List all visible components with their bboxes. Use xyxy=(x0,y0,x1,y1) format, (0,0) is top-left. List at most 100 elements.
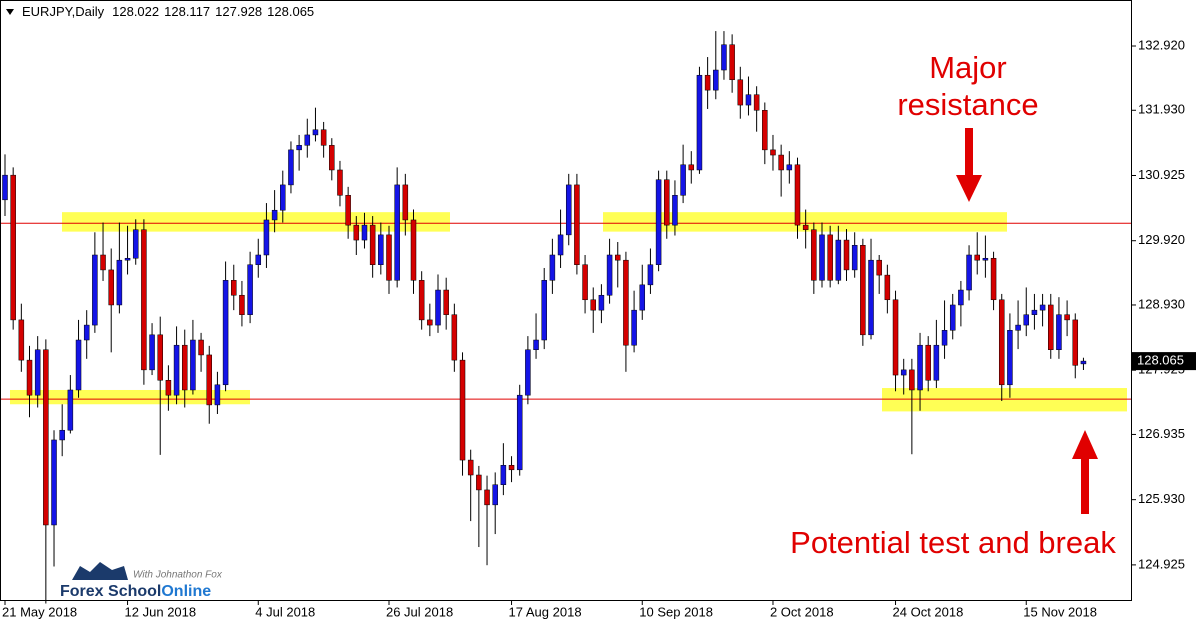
candle-body xyxy=(75,339,82,391)
zone xyxy=(603,212,1007,232)
candle-body xyxy=(565,184,572,236)
candle-body xyxy=(255,254,262,265)
candle-body xyxy=(557,234,564,256)
candle-body xyxy=(459,359,466,461)
y-tick-label: 132.920 xyxy=(1138,37,1185,52)
candle-body xyxy=(378,234,384,265)
candle-body xyxy=(402,184,409,221)
candle-body xyxy=(312,129,319,136)
candle-body xyxy=(1056,314,1062,350)
candle-body xyxy=(541,280,547,341)
candle-body xyxy=(427,319,433,326)
candle-body xyxy=(876,259,882,276)
candle-body xyxy=(67,389,74,431)
candle-body xyxy=(108,269,114,306)
low-value: 127.928 xyxy=(215,4,262,19)
candle-body xyxy=(280,184,286,211)
candle-body xyxy=(1031,309,1038,315)
candle-body xyxy=(851,245,858,271)
candle-body xyxy=(794,164,801,226)
candle-body xyxy=(304,134,311,146)
candle-body xyxy=(900,369,907,376)
open-value: 128.022 xyxy=(112,4,159,19)
arrow-shaft xyxy=(1081,456,1089,514)
candle-body xyxy=(83,324,90,341)
price-label-box xyxy=(1132,352,1196,371)
candle-body xyxy=(827,234,833,281)
annotation: Potential test and break xyxy=(790,525,1116,560)
arrows xyxy=(956,128,1098,514)
candle-body xyxy=(92,254,98,326)
close-value: 128.065 xyxy=(267,4,314,19)
arrow-head xyxy=(956,175,982,202)
candle-body xyxy=(337,169,343,196)
candle-body xyxy=(802,224,809,230)
candle-body xyxy=(860,245,866,336)
candle-body xyxy=(361,224,368,241)
candle-body xyxy=(353,224,360,241)
candle-body xyxy=(59,429,65,441)
y-tick-label: 128.930 xyxy=(1138,296,1185,311)
candle-body xyxy=(664,179,670,226)
candle-body xyxy=(1080,360,1087,365)
candle-body xyxy=(868,259,874,336)
candle-body xyxy=(239,294,245,315)
candle-body xyxy=(100,254,106,271)
candle-body xyxy=(124,257,131,261)
x-tick-label: 15 Nov 2018 xyxy=(1023,604,1097,619)
candle-body xyxy=(574,184,580,265)
arrow-shaft xyxy=(965,128,973,178)
annotation: Major xyxy=(929,50,1007,85)
zone xyxy=(882,388,1127,412)
candle-body xyxy=(394,184,400,281)
plot xyxy=(2,31,1087,604)
candle-body xyxy=(729,44,735,81)
candle-body xyxy=(18,319,25,361)
candle-body xyxy=(43,349,49,526)
y-tick-label: 126.935 xyxy=(1138,426,1185,441)
candle-body xyxy=(811,229,817,281)
candle-body xyxy=(704,74,711,91)
candle-body xyxy=(214,384,221,406)
candle-body xyxy=(835,239,842,281)
chart-header: EURJPY,Daily 128.022 128.117 127.928 128.065 xyxy=(22,4,314,19)
high-value: 128.117 xyxy=(164,4,210,19)
candle-body xyxy=(206,354,212,406)
candle-body xyxy=(949,304,956,331)
candle-body xyxy=(1015,324,1021,331)
y-tick-label: 129.920 xyxy=(1138,232,1185,247)
candle-body xyxy=(917,344,923,391)
x-tick-label: 2 Oct 2018 xyxy=(770,604,834,619)
candle-body xyxy=(582,264,588,301)
candle-body xyxy=(598,294,605,311)
candle-body xyxy=(606,254,613,296)
axes: 132.920131.930130.925129.920128.930127.9… xyxy=(2,37,1196,619)
candle-body xyxy=(623,259,629,346)
candle-body xyxy=(296,145,302,151)
plot-frame xyxy=(0,0,1132,601)
candle-body xyxy=(369,224,376,265)
candle-body xyxy=(484,489,490,506)
candle-body xyxy=(288,149,294,186)
candle-body xyxy=(132,229,139,259)
candle-body xyxy=(549,254,556,281)
candle-body xyxy=(443,289,449,315)
arrow-head xyxy=(1072,430,1098,459)
candle-body xyxy=(696,74,703,171)
candle-body xyxy=(615,254,621,261)
candle-body xyxy=(631,309,637,346)
candle-body xyxy=(1039,304,1046,311)
candle-body xyxy=(508,465,515,471)
candle-body xyxy=(149,334,155,371)
zone xyxy=(62,212,450,232)
y-tick-label: 125.930 xyxy=(1138,491,1185,506)
candle-body xyxy=(329,145,335,171)
symbol-menu-icon xyxy=(6,9,14,15)
candle-body xyxy=(181,344,188,391)
candle-body xyxy=(263,219,270,256)
logo-text: Forex SchoolOnline xyxy=(60,583,211,600)
candle-body xyxy=(745,94,752,106)
watermark: With Johnathon Fox Forex SchoolOnline xyxy=(60,562,223,600)
